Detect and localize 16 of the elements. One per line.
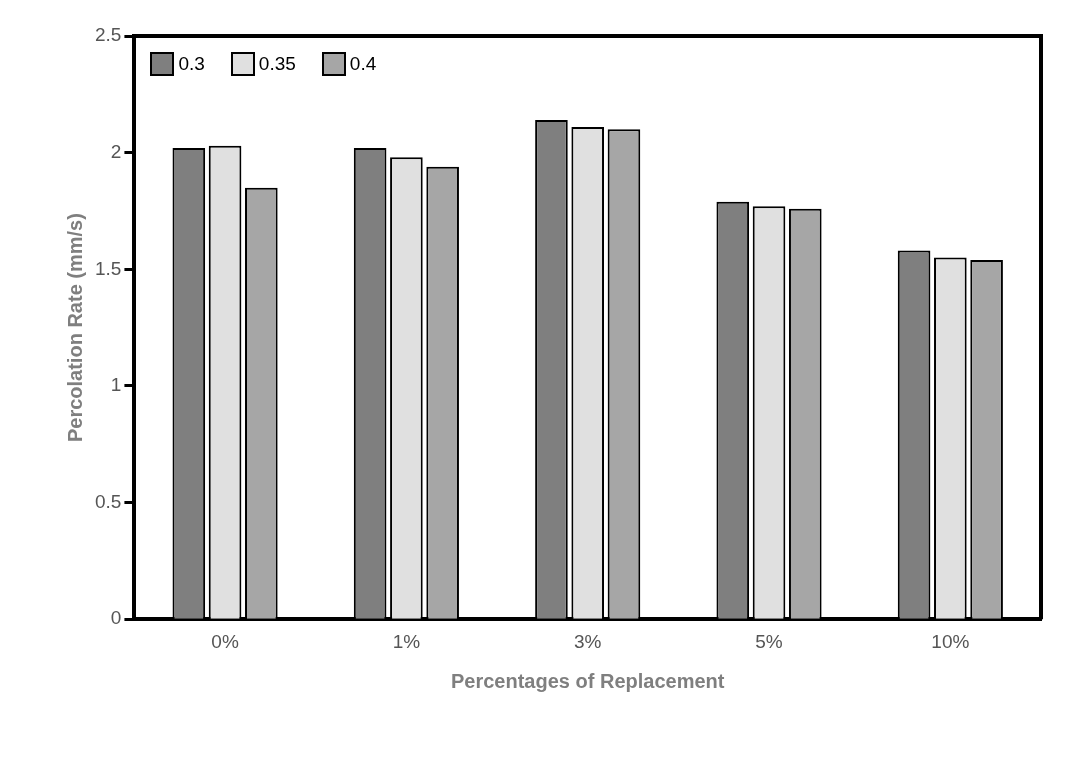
x-tick-label: 3% — [573, 630, 602, 652]
x-tick-label: 10% — [931, 630, 970, 652]
legend-label: 0.35 — [258, 53, 296, 75]
y-tick-label: 2.5 — [94, 24, 122, 46]
y-axis-title: Percolation Rate (mm/s) — [63, 213, 86, 443]
y-tick-label: 0 — [110, 607, 122, 629]
legend-label: 0.4 — [349, 53, 377, 75]
x-axis-title: Percentages of Replacement — [450, 669, 725, 692]
y-tick-label: 1 — [110, 374, 122, 396]
y-tick-label: 0.5 — [94, 490, 122, 512]
legend-label: 0.3 — [178, 53, 205, 75]
x-tick-label: 5% — [755, 630, 783, 652]
x-tick-label: 0% — [211, 630, 239, 652]
y-tick-label: 2 — [110, 140, 122, 162]
y-tick-label: 1.5 — [94, 257, 122, 279]
x-tick-label: 1% — [392, 630, 421, 652]
